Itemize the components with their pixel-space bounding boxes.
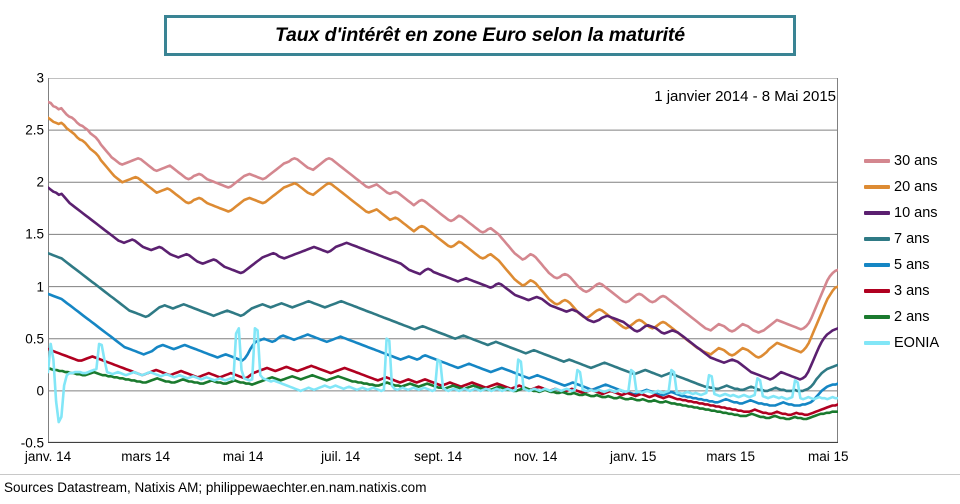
- y-axis-tick-label: 1.5: [25, 226, 44, 242]
- y-axis-labels: 3 2.5 2 1.5 1 0.5 0 -0.5: [0, 71, 44, 451]
- x-axis-tick-label: janv. 15: [610, 449, 657, 464]
- legend-item[interactable]: 2 ans: [864, 304, 960, 330]
- legend-label: 3 ans: [894, 283, 930, 299]
- x-axis-tick-label: mars 15: [706, 449, 756, 464]
- source-note: Sources Datastream, Natixis AM; philippe…: [4, 480, 427, 495]
- legend-label: 2 ans: [894, 309, 930, 325]
- y-axis-tick-label: 1: [36, 279, 44, 295]
- y-axis-tick-label: 2.5: [25, 122, 44, 138]
- series-line-eonia: [48, 327, 838, 424]
- date-range-annotation: 1 janvier 2014 - 8 Mai 2015: [654, 88, 836, 105]
- legend-label: 5 ans: [894, 257, 930, 273]
- legend-color-swatch: [864, 341, 890, 345]
- series-line-10-ans: [48, 186, 838, 381]
- legend-color-swatch: [864, 185, 890, 189]
- x-axis-tick-label: juil. 14: [321, 449, 361, 464]
- legend-item[interactable]: 5 ans: [864, 252, 960, 278]
- legend-color-swatch: [864, 237, 890, 241]
- y-axis-tick-label: 3: [36, 70, 44, 86]
- legend-item[interactable]: 3 ans: [864, 278, 960, 304]
- legend-color-swatch: [864, 159, 890, 163]
- x-axis-tick-label: sept. 14: [414, 449, 463, 464]
- x-axis-labels: janv. 14 mars 14 mai 14 juil. 14 sept. 14 nov…: [25, 449, 849, 471]
- series-line-7-ans: [48, 251, 838, 393]
- series-line-5-ans: [48, 292, 838, 407]
- y-axis-tick-label: 0: [36, 383, 44, 399]
- legend-item[interactable]: 20 ans: [864, 174, 960, 200]
- x-axis-tick-label: mai 14: [222, 449, 264, 464]
- legend-label: 7 ans: [894, 231, 930, 247]
- legend-label: 20 ans: [894, 179, 938, 195]
- legend-item[interactable]: 30 ans: [864, 148, 960, 174]
- legend-label: EONIA: [894, 335, 940, 351]
- legend-color-swatch: [864, 289, 890, 293]
- chart-legend: 30 ans 20 ans 10 ans 7 ans 5 ans 3 ans 2 ans EO…: [864, 148, 960, 356]
- legend-item[interactable]: EONIA: [864, 330, 960, 356]
- chart-title-box: Taux d'intérêt en zone Euro selon la mat…: [164, 15, 796, 56]
- legend-color-swatch: [864, 211, 890, 215]
- legend-item[interactable]: 7 ans: [864, 226, 960, 252]
- plot-area: [48, 78, 838, 443]
- x-axis-tick-label: mai 15: [808, 449, 849, 464]
- series-line-20-ans: [48, 116, 838, 359]
- chart-svg: [48, 78, 838, 443]
- x-axis-tick-label: janv. 14: [24, 449, 72, 464]
- page-title: Taux d'intérêt en zone Euro selon la mat…: [274, 24, 686, 46]
- legend-label: 10 ans: [894, 205, 938, 221]
- y-axis-tick-label: 0.5: [25, 331, 44, 347]
- y-axis-tick-label: -0.5: [20, 435, 44, 451]
- footer-bar: Sources Datastream, Natixis AM; philippe…: [0, 474, 960, 504]
- series-line-30-ans: [48, 100, 838, 334]
- legend-item[interactable]: 10 ans: [864, 200, 960, 226]
- x-axis-tick-label: mars 14: [121, 449, 170, 464]
- y-axis-tick-label: 2: [36, 174, 44, 190]
- legend-color-swatch: [864, 315, 890, 319]
- x-axis-tick-label: nov. 14: [514, 449, 558, 464]
- legend-label: 30 ans: [894, 153, 938, 169]
- legend-color-swatch: [864, 263, 890, 267]
